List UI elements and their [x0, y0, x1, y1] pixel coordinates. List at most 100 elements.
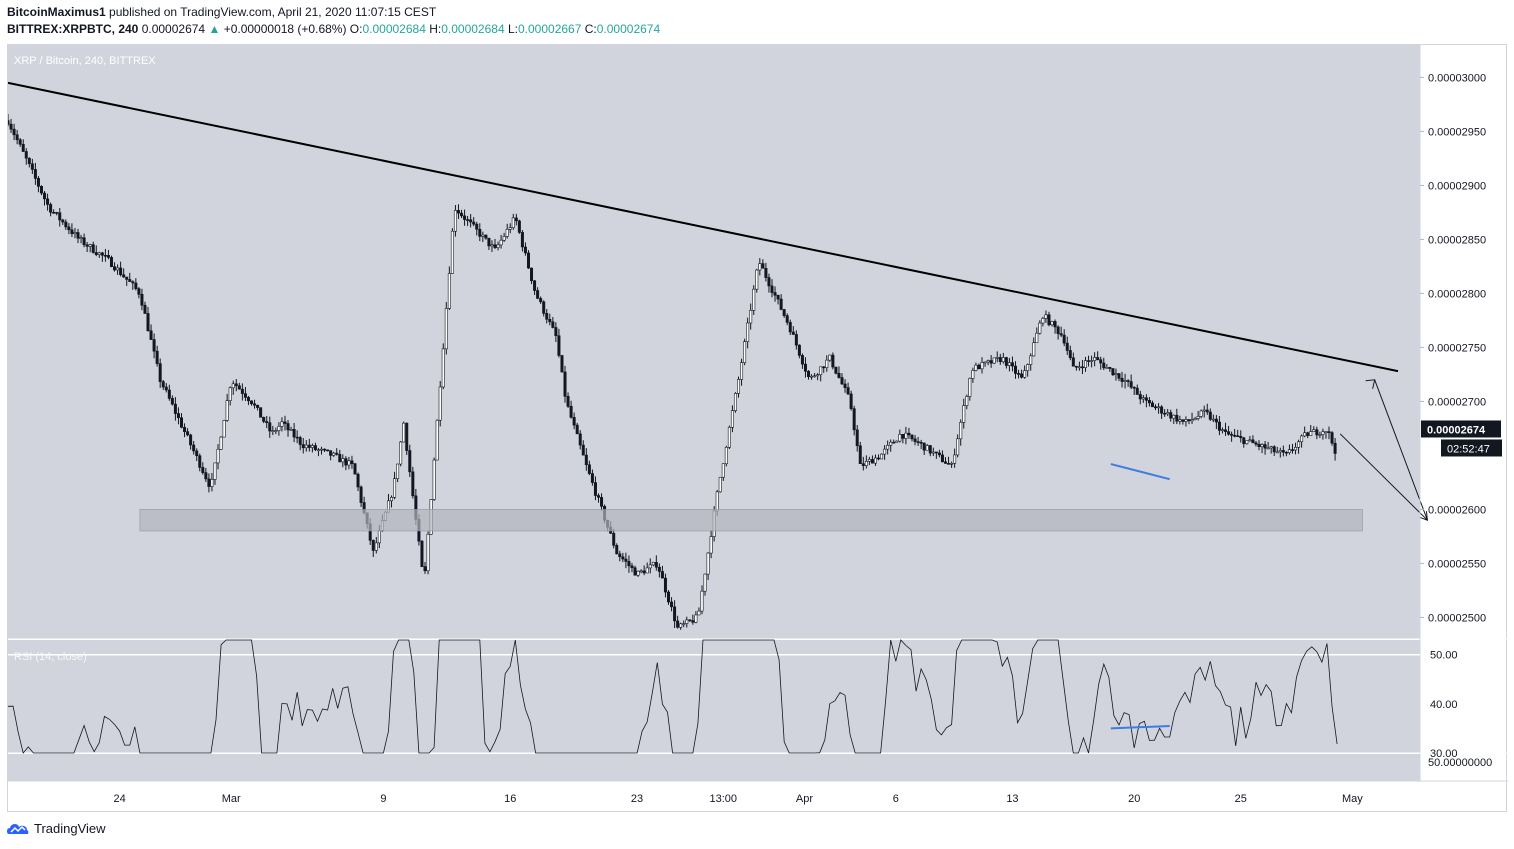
candle-body: [1150, 402, 1154, 408]
candle-body: [761, 263, 765, 269]
candle-body: [377, 530, 381, 544]
candle-body: [143, 304, 147, 314]
empty-pane-label: 50.00000000: [1428, 757, 1492, 769]
candle-body: [910, 434, 914, 440]
candle-body: [520, 232, 524, 248]
candles: [6, 114, 1337, 630]
candle-body: [630, 565, 634, 569]
candle-body: [435, 419, 439, 461]
candle-body: [505, 229, 509, 237]
candle-body: [335, 452, 339, 455]
candle-body: [925, 445, 929, 451]
candle-body: [347, 460, 351, 466]
candle-body: [1084, 360, 1088, 368]
candle-body: [353, 463, 357, 475]
candle-body: [670, 601, 674, 608]
candle-body: [106, 255, 110, 258]
candle-body: [1132, 386, 1136, 389]
candle-body: [691, 620, 695, 623]
candle-body: [198, 455, 202, 468]
candle-body: [688, 619, 692, 622]
candle-body: [1181, 419, 1185, 422]
candle-body: [858, 445, 862, 464]
price-divergence-line[interactable]: [1110, 463, 1170, 481]
open-value: 0.00002684: [362, 22, 426, 36]
candle-body: [545, 313, 549, 320]
candle-body: [743, 341, 747, 363]
candle-body: [703, 573, 707, 592]
publication-line: BitcoinMaximus1 published on TradingView…: [7, 5, 436, 19]
candle-body: [980, 362, 984, 370]
candle-body: [1211, 418, 1215, 421]
time-axis: 24 Mar 9 16 23 13:00 Apr 6 13 20 25 May: [8, 780, 1508, 805]
candle-body: [82, 237, 86, 246]
candle-body: [1065, 342, 1069, 351]
candle-body: [642, 570, 646, 574]
candle-body: [204, 472, 208, 480]
price-tick-label: 0.00002550: [1428, 558, 1486, 570]
candle-body: [24, 151, 28, 159]
close-value: 0.00002674: [596, 22, 661, 36]
low-label: L:: [507, 22, 518, 36]
price-tick-label: 0.00002850: [1428, 234, 1486, 246]
candle-body: [1154, 406, 1158, 409]
candle-body: [1026, 364, 1030, 371]
price-tick-label: 0.00002750: [1428, 342, 1486, 354]
rsi-tick-label: 50.00: [1430, 650, 1458, 662]
candle-body: [1017, 373, 1021, 375]
candle-body: [1333, 442, 1337, 454]
candle-body: [624, 558, 628, 562]
candle-body: [721, 463, 725, 478]
candle-body: [852, 408, 856, 431]
candle-body: [767, 277, 771, 287]
candle-body: [536, 290, 540, 299]
candle-body: [508, 227, 512, 230]
rsi-divergence-line[interactable]: [1110, 724, 1170, 730]
price-tick-label: 0.00002500: [1428, 612, 1486, 624]
candle-body: [779, 298, 783, 310]
time-tick-label: 6: [893, 793, 899, 805]
candle-body: [243, 393, 247, 398]
candle-body: [277, 425, 281, 431]
author-name[interactable]: BitcoinMaximus1: [7, 5, 106, 19]
candle-body: [1196, 416, 1200, 419]
candle-body: [1129, 381, 1133, 388]
candle-body: [639, 570, 643, 573]
candle-body: [502, 236, 506, 241]
candle-body: [1236, 435, 1240, 438]
candle-body: [396, 463, 400, 479]
candle-body: [901, 434, 905, 439]
candle-body: [450, 230, 454, 274]
candle-body: [271, 430, 275, 432]
candle-body: [1217, 421, 1221, 431]
candle-body: [1263, 444, 1267, 449]
candle-body: [33, 169, 37, 179]
trendline[interactable]: [7, 81, 1399, 373]
candle-body: [310, 445, 314, 448]
high-value: 0.00002684: [441, 22, 505, 36]
candle-body: [636, 570, 640, 576]
candle-body: [861, 463, 865, 466]
chart-frame: XRP / Bitcoin, 240, BITTREX 0.00003000 0.…: [6, 44, 1508, 813]
chart-svg[interactable]: XRP / Bitcoin, 240, BITTREX 0.000030000.…: [6, 45, 1508, 813]
candle-body: [514, 217, 518, 222]
tradingview-logo[interactable]: TradingView: [7, 821, 106, 836]
candle-body: [730, 410, 734, 428]
candle-body: [332, 452, 336, 456]
candle-body: [816, 374, 820, 377]
candle-body: [131, 281, 135, 284]
candle-body: [834, 366, 838, 374]
candle-body: [511, 217, 515, 228]
candle-body: [1105, 367, 1109, 369]
candle-body: [1266, 447, 1270, 450]
candle-body: [1220, 429, 1224, 432]
candle-body: [189, 434, 193, 446]
candle-body: [1327, 431, 1331, 433]
candle-body: [76, 232, 80, 239]
candle-body: [697, 610, 701, 616]
candle-body: [855, 429, 859, 447]
candle-body: [1141, 397, 1145, 400]
candle-body: [758, 263, 762, 271]
candle-body: [323, 448, 327, 451]
candle-body: [1224, 429, 1228, 432]
